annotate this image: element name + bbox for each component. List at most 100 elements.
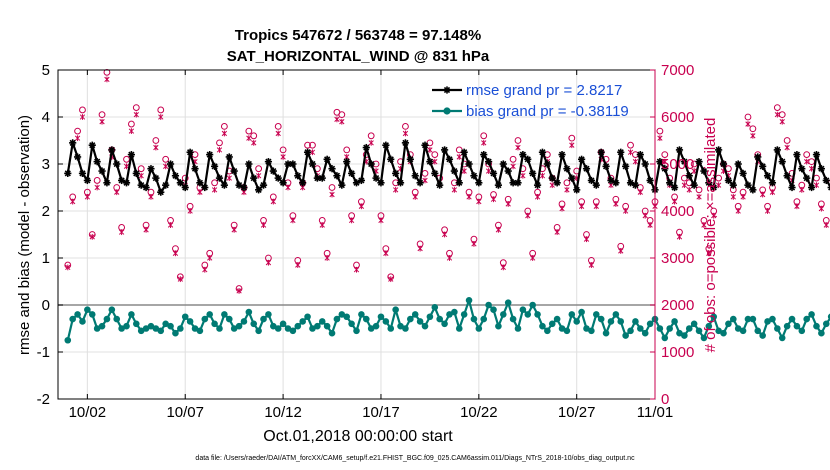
chart-title: Tropics 547672 / 563748 = 97.148% [235, 27, 481, 44]
bias-point [695, 327, 703, 335]
star-stroke [666, 179, 673, 186]
bias-point [397, 322, 404, 330]
obs-possible-point [309, 141, 316, 149]
rmse-point [577, 155, 586, 163]
star-stroke [509, 179, 517, 186]
star-stroke [407, 156, 414, 163]
rmse-point [729, 181, 737, 189]
star-stroke [676, 146, 683, 154]
rmse-point [210, 162, 219, 170]
obs-assimilated-point [65, 264, 71, 271]
rmse-point [592, 181, 600, 189]
bias-point [637, 325, 644, 332]
obs-possible-point [563, 179, 571, 187]
star-stroke [500, 160, 507, 168]
rmse-point [783, 172, 791, 180]
bias-point [827, 313, 830, 320]
obs-assimilated-point [515, 144, 521, 151]
rmse-point [558, 151, 566, 159]
star-stroke [133, 170, 140, 177]
bias-point [201, 315, 209, 323]
rmse-point [411, 172, 419, 180]
obs-possible-point [514, 137, 522, 144]
rmse-point [250, 174, 258, 182]
bias-point [147, 322, 155, 330]
rmse-point [78, 169, 87, 177]
bias-point [646, 320, 654, 328]
bias-point [774, 325, 781, 332]
obs-assimilated-point [158, 114, 164, 120]
star-stroke [387, 156, 394, 163]
obs-possible-point [328, 184, 336, 191]
obs-assimilated-point [148, 194, 154, 200]
y2-axis-label: # of obs: o=possible; ×=assimilated [702, 118, 719, 353]
obs-assimilated-point [128, 128, 135, 134]
bias-series [64, 297, 830, 344]
obs-assimilated-point [564, 186, 570, 193]
rmse-point [489, 169, 498, 177]
bias-point [299, 318, 306, 325]
bias-point [235, 322, 243, 330]
obs-assimilated-point [554, 229, 560, 236]
obs-assimilated-point [319, 222, 325, 228]
star-stroke [235, 182, 243, 189]
obs-assimilated-point [520, 172, 526, 179]
obs-assimilated-point [255, 172, 262, 179]
rmse-point [367, 160, 375, 168]
bias-point [583, 325, 590, 332]
star-stroke [426, 158, 434, 165]
rmse-point [362, 143, 370, 152]
star-stroke [720, 160, 727, 168]
bias-point [744, 315, 752, 323]
star-stroke [681, 158, 688, 165]
bias-point [250, 320, 258, 328]
bias-point [343, 313, 351, 321]
bias-point [661, 334, 669, 342]
plot-background [58, 70, 655, 399]
rmse-point [734, 160, 742, 168]
star-stroke [152, 174, 159, 182]
rmse-point [754, 153, 762, 161]
bias-point [720, 329, 727, 337]
y-tick-label: -2 [37, 391, 50, 408]
bias-point [225, 315, 233, 323]
rmse-point [93, 158, 101, 166]
rmse-point [338, 181, 346, 189]
rmse-point [240, 183, 248, 192]
rmse-point [323, 155, 331, 163]
obs-assimilated-point [432, 158, 438, 165]
rmse-point [617, 148, 625, 156]
obs-assimilated-point [740, 194, 746, 200]
obs-assimilated-point [701, 222, 707, 228]
obs-assimilated-point [779, 118, 785, 125]
y2-tick-label: 6000 [661, 109, 694, 126]
obs-possible-point [279, 146, 287, 154]
star-stroke [147, 165, 155, 172]
obs-possible-point [656, 127, 664, 135]
bias-point [382, 318, 390, 325]
bias-point [426, 313, 434, 321]
star-stroke [739, 170, 747, 177]
rmse-point [465, 160, 473, 168]
star-stroke [279, 179, 287, 186]
bias-point [690, 320, 698, 328]
rmse-point [827, 184, 830, 191]
rmse-point [807, 183, 816, 192]
obs-assimilated-point [265, 259, 272, 266]
obs-assimilated-point [490, 196, 497, 203]
star-stroke [343, 158, 350, 165]
bias-point [348, 320, 355, 328]
x-tick-label: 10/12 [264, 404, 302, 421]
y-axis-left: -2 -1 0 1 2 3 4 5 [37, 62, 63, 408]
star-stroke [231, 167, 238, 175]
rmse-point [171, 172, 180, 180]
rmse-point [83, 176, 91, 185]
rmse-point [147, 165, 155, 173]
star-stroke [451, 167, 458, 175]
rmse-point [788, 183, 796, 192]
obs-possible-point [162, 155, 170, 163]
obs-assimilated-point [686, 186, 692, 193]
obs-assimilated-point [417, 245, 423, 252]
rmse-point [724, 176, 733, 185]
bias-point [270, 322, 277, 330]
